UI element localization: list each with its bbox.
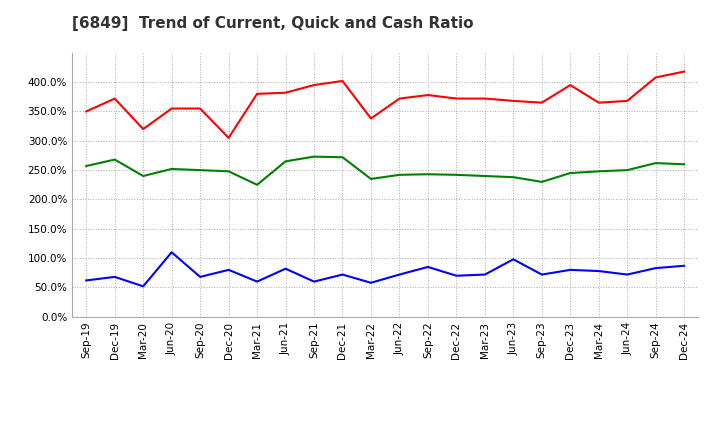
Current Ratio: [282, 90, 290, 95]
Quick Ratio: [338, 154, 347, 160]
Quick Ratio: [537, 179, 546, 184]
Current Ratio: [167, 106, 176, 111]
Cash Ratio: [253, 279, 261, 284]
Quick Ratio: [139, 173, 148, 179]
Line: Current Ratio: Current Ratio: [86, 72, 684, 138]
Cash Ratio: [338, 272, 347, 277]
Quick Ratio: [652, 161, 660, 166]
Quick Ratio: [167, 166, 176, 172]
Cash Ratio: [196, 274, 204, 279]
Current Ratio: [225, 135, 233, 140]
Current Ratio: [338, 78, 347, 84]
Quick Ratio: [110, 157, 119, 162]
Current Ratio: [652, 75, 660, 80]
Quick Ratio: [282, 159, 290, 164]
Quick Ratio: [196, 168, 204, 173]
Quick Ratio: [423, 172, 432, 177]
Current Ratio: [623, 98, 631, 103]
Current Ratio: [480, 96, 489, 101]
Cash Ratio: [537, 272, 546, 277]
Cash Ratio: [82, 278, 91, 283]
Quick Ratio: [509, 175, 518, 180]
Current Ratio: [509, 98, 518, 103]
Quick Ratio: [452, 172, 461, 177]
Quick Ratio: [623, 168, 631, 173]
Cash Ratio: [225, 267, 233, 272]
Cash Ratio: [310, 279, 318, 284]
Quick Ratio: [253, 182, 261, 187]
Cash Ratio: [110, 274, 119, 279]
Text: [6849]  Trend of Current, Quick and Cash Ratio: [6849] Trend of Current, Quick and Cash …: [72, 16, 474, 31]
Current Ratio: [537, 100, 546, 105]
Quick Ratio: [82, 163, 91, 169]
Current Ratio: [680, 69, 688, 74]
Cash Ratio: [282, 266, 290, 271]
Line: Quick Ratio: Quick Ratio: [86, 157, 684, 185]
Cash Ratio: [566, 267, 575, 272]
Current Ratio: [366, 116, 375, 121]
Current Ratio: [82, 109, 91, 114]
Current Ratio: [110, 96, 119, 101]
Cash Ratio: [480, 272, 489, 277]
Quick Ratio: [310, 154, 318, 159]
Quick Ratio: [680, 161, 688, 167]
Current Ratio: [423, 92, 432, 98]
Cash Ratio: [595, 268, 603, 274]
Current Ratio: [595, 100, 603, 105]
Quick Ratio: [366, 176, 375, 182]
Cash Ratio: [680, 263, 688, 268]
Current Ratio: [395, 96, 404, 101]
Current Ratio: [566, 82, 575, 88]
Cash Ratio: [652, 265, 660, 271]
Cash Ratio: [452, 273, 461, 279]
Quick Ratio: [566, 170, 575, 176]
Quick Ratio: [480, 173, 489, 179]
Current Ratio: [196, 106, 204, 111]
Cash Ratio: [139, 284, 148, 289]
Quick Ratio: [225, 169, 233, 174]
Line: Cash Ratio: Cash Ratio: [86, 252, 684, 286]
Current Ratio: [310, 82, 318, 88]
Cash Ratio: [366, 280, 375, 286]
Cash Ratio: [509, 257, 518, 262]
Cash Ratio: [395, 272, 404, 277]
Current Ratio: [452, 96, 461, 101]
Current Ratio: [253, 91, 261, 96]
Cash Ratio: [423, 264, 432, 270]
Current Ratio: [139, 126, 148, 132]
Quick Ratio: [395, 172, 404, 177]
Cash Ratio: [167, 249, 176, 255]
Quick Ratio: [595, 169, 603, 174]
Cash Ratio: [623, 272, 631, 277]
